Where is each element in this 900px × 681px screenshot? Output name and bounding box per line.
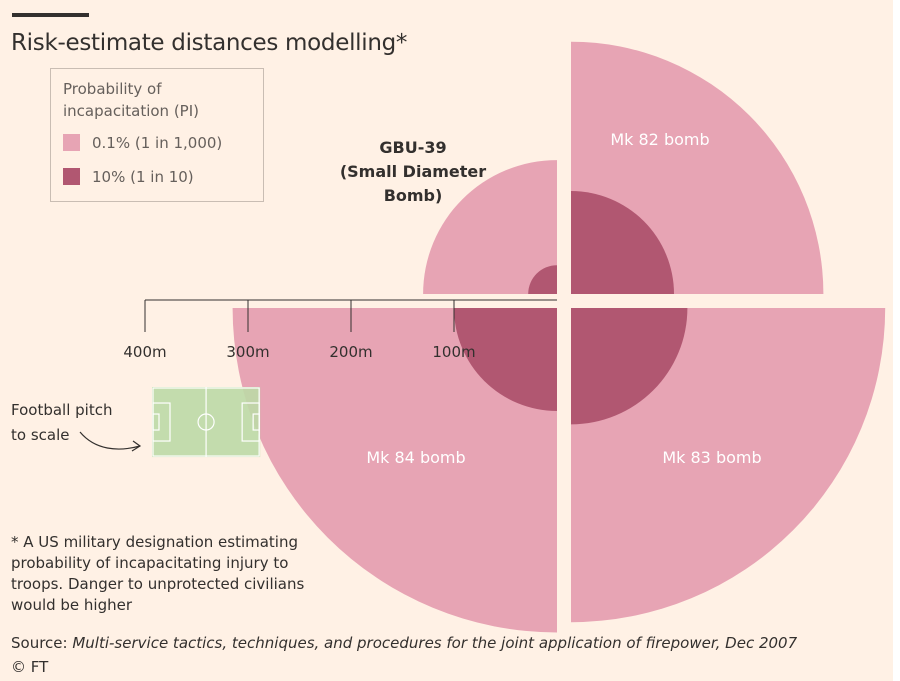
source-line: Source: Multi-service tactics, technique… — [11, 634, 797, 652]
source-text: Multi-service tactics, techniques, and p… — [72, 634, 798, 652]
chart-title: Risk-estimate distances modelling* — [11, 30, 408, 56]
series-label-mk-84-bomb: Mk 84 bomb — [366, 448, 465, 467]
series-label-mk-83-bomb: Mk 83 bomb — [662, 448, 761, 467]
legend-title: Probability of incapacitation (PI) — [63, 80, 199, 120]
credit: © FT — [11, 658, 49, 676]
scale-tick-label-300: 300m — [226, 343, 269, 361]
pitch-right-goal-area — [252, 413, 260, 431]
pi-01-wedge-mk-84-bomb — [232, 308, 557, 633]
football-pitch-label-line1: Football pitch — [11, 401, 113, 419]
pitch-arrow-line — [79, 431, 141, 450]
pi-01-wedge-gbu-39 — [423, 160, 557, 294]
footnote: * A US military designation estimating p… — [11, 533, 305, 614]
football-pitch-label: Football pitch to scale — [11, 398, 112, 448]
series-label-gbu-39: Bomb) — [384, 186, 443, 205]
scale-tick-label-400: 400m — [123, 343, 166, 361]
legend-label-10pct: 10% (1 in 10) — [92, 168, 194, 186]
scale-tick-label-100: 100m — [432, 343, 475, 361]
legend-swatch-light — [63, 134, 80, 151]
pi-10-wedge-mk-84-bomb — [454, 308, 557, 411]
pi-10-wedge-gbu-39 — [528, 265, 557, 294]
series-label-mk-82-bomb: Mk 82 bomb — [610, 130, 709, 149]
pi-10-wedge-mk-82-bomb — [571, 191, 674, 294]
legend-label-0.1pct: 0.1% (1 in 1,000) — [92, 134, 223, 152]
pitch-left-goal-area — [152, 413, 160, 431]
source-prefix: Source: — [11, 634, 68, 652]
header-bar — [12, 13, 89, 17]
pi-10-wedge-mk-83-bomb — [571, 308, 688, 425]
football-pitch-label-line2: to scale — [11, 426, 70, 444]
legend-item-0.1pct: 0.1% (1 in 1,000) — [63, 134, 222, 152]
scale-tick-label-200: 200m — [329, 343, 372, 361]
legend-item-10pct: 10% (1 in 10) — [63, 168, 194, 186]
pitch-centre-circle — [197, 413, 215, 431]
pitch-arrow-head — [131, 440, 142, 452]
series-label-gbu-39: GBU-39 — [379, 138, 446, 157]
legend: Probability of incapacitation (PI) 0.1% … — [50, 68, 264, 202]
legend-swatch-dark — [63, 168, 80, 185]
football-pitch-icon — [152, 387, 261, 458]
series-label-gbu-39: (Small Diameter — [340, 162, 486, 181]
